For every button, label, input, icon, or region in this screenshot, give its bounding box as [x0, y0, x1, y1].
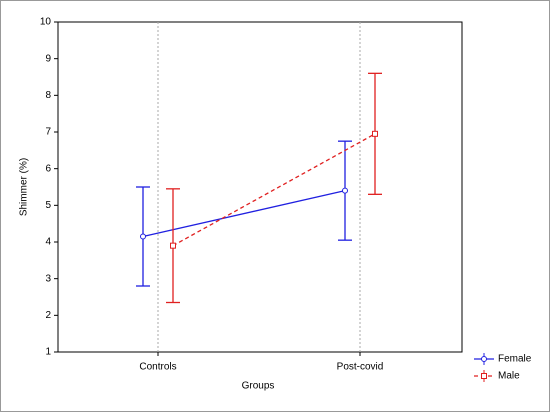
marker [140, 233, 146, 240]
legend-label: Female [498, 354, 532, 365]
y-axis-label: Shimmer (%) [19, 158, 30, 216]
y-tick-label: 1 [45, 347, 51, 358]
marker [170, 242, 176, 249]
legend-label: Male [498, 371, 520, 382]
legend-marker [481, 373, 487, 379]
y-tick-label: 9 [45, 53, 51, 64]
marker [342, 187, 348, 194]
y-tick-label: 3 [45, 273, 51, 284]
series-line [172, 133, 376, 247]
marker [372, 130, 378, 137]
series-line [142, 190, 346, 238]
y-tick-label: 2 [45, 310, 51, 321]
x-axis-label: Groups [242, 381, 275, 392]
x-tick-label: Controls [139, 362, 176, 373]
y-tick-label: 7 [45, 127, 51, 138]
legend-marker [481, 356, 487, 362]
y-tick-label: 10 [40, 17, 52, 28]
y-tick-label: 6 [45, 163, 51, 174]
x-tick-label: Post-covid [337, 362, 384, 373]
y-tick-label: 4 [45, 237, 51, 248]
y-tick-label: 5 [45, 200, 51, 211]
plot-area [57, 21, 463, 353]
y-tick-label: 8 [45, 90, 51, 101]
